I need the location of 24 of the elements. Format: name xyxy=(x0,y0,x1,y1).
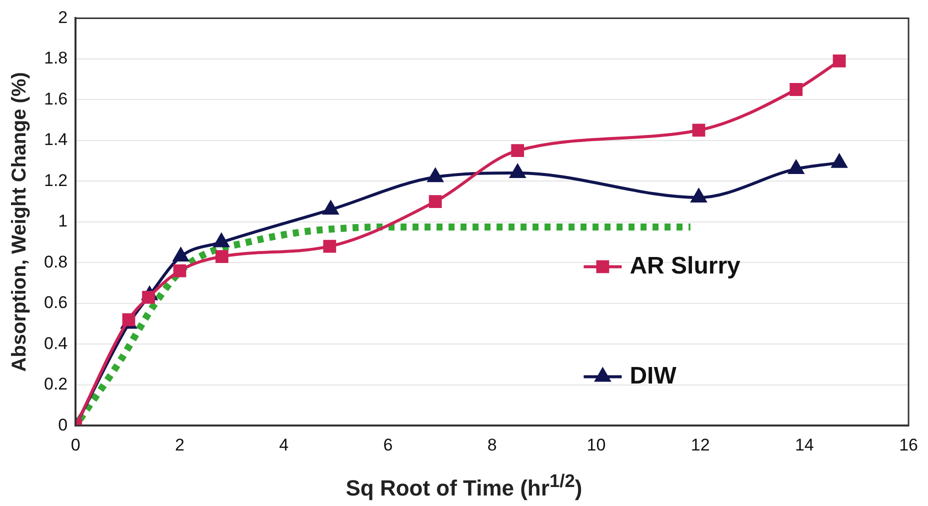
x-axis-title: Sq Root of Time (hr$^{1/2}$) xyxy=(344,470,584,502)
x-tick-label: 8 xyxy=(487,435,497,454)
x-tick-label: 2 xyxy=(175,435,184,454)
y-tick-label: 1.6 xyxy=(44,89,68,108)
x-tick-label: 6 xyxy=(383,435,393,454)
y-tick-label: 2 xyxy=(58,8,68,27)
legend-label: AR Slurry xyxy=(630,252,742,280)
y-axis-title: Absorption, Weight Change (%) xyxy=(8,72,31,372)
y-tick-label: 0.2 xyxy=(44,374,68,394)
y-tick-label: 0.6 xyxy=(44,293,68,312)
y-tick-label: 1 xyxy=(58,212,68,231)
x-tick-label: 14 xyxy=(794,435,814,454)
x-tick-label: 0 xyxy=(70,435,80,454)
legend-label: DIW xyxy=(630,362,677,390)
y-tick-label: 1.2 xyxy=(44,170,68,190)
x-tick-label: 16 xyxy=(899,435,918,454)
y-tick-label: 1.8 xyxy=(44,48,68,68)
x-tick-label: 10 xyxy=(586,435,606,454)
y-tick-label: 0.8 xyxy=(44,252,68,272)
y-tick-label: 1.4 xyxy=(44,130,68,150)
x-tick-label: 12 xyxy=(690,435,710,454)
x-tick-label: 4 xyxy=(279,435,289,454)
y-tick-label: 0 xyxy=(58,415,68,434)
y-tick-label: 0.4 xyxy=(44,334,68,353)
